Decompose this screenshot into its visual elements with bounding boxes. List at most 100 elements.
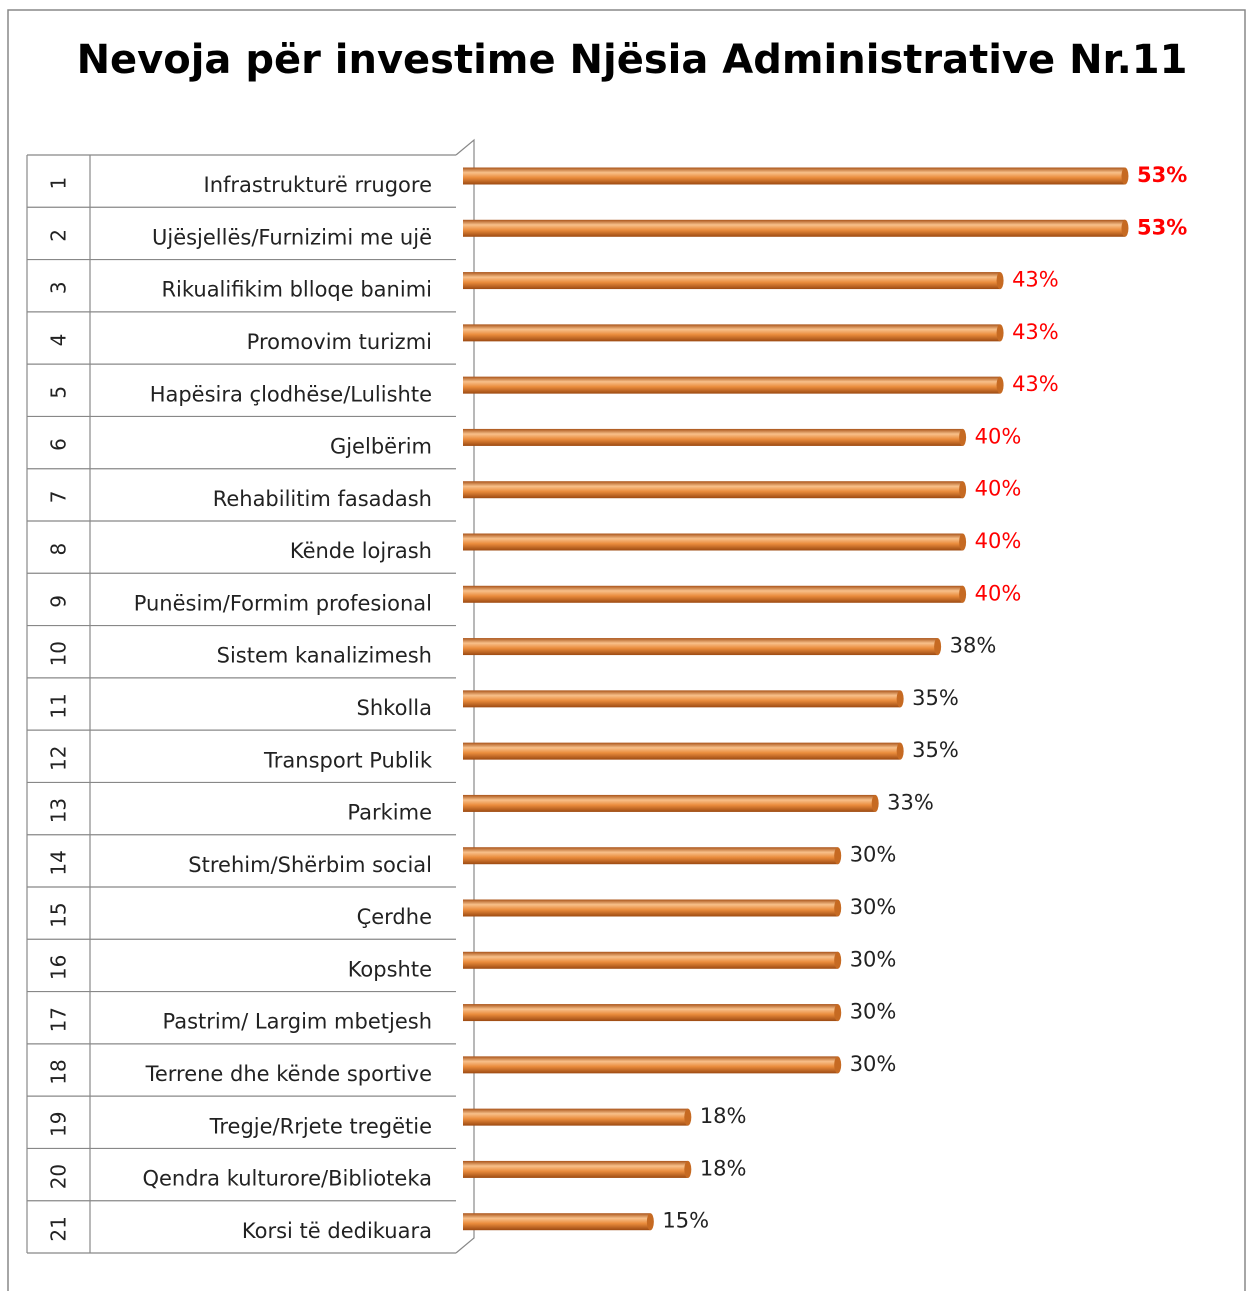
bar-end: [996, 324, 1004, 342]
row-number: 19: [47, 1112, 71, 1137]
row-number: 6: [47, 438, 71, 451]
bar: [463, 794, 876, 812]
value-label: 40%: [975, 424, 1022, 448]
category-label: Shkolla: [357, 696, 432, 720]
row-number: 14: [47, 850, 71, 875]
row-number: 20: [47, 1164, 71, 1189]
bar-end: [834, 1056, 842, 1074]
row-number: 5: [47, 386, 71, 399]
bar-end: [834, 847, 842, 865]
value-label: 53%: [1137, 215, 1187, 239]
value-label: 18%: [700, 1104, 747, 1128]
category-label: Pastrim/ Largim mbetjesh: [162, 1010, 432, 1034]
row-number: 10: [47, 641, 71, 666]
row-number: 9: [47, 595, 71, 608]
bar-end: [684, 1108, 692, 1126]
bar: [463, 428, 963, 446]
bar: [463, 272, 1001, 290]
row-number: 17: [47, 1007, 71, 1032]
value-label: 30%: [850, 1052, 897, 1076]
bar-end: [896, 690, 904, 708]
bar: [463, 899, 838, 917]
bar-end: [834, 951, 842, 969]
bar: [463, 324, 1001, 342]
value-label: 40%: [975, 529, 1022, 553]
category-label: Transport Publik: [263, 748, 433, 772]
category-label: Rikualifikim blloqe banimi: [161, 278, 432, 302]
bar: [463, 1056, 838, 1074]
value-label: 43%: [1012, 268, 1059, 292]
value-label: 43%: [1012, 372, 1059, 396]
value-label: 35%: [912, 686, 959, 710]
bar-end: [1121, 167, 1129, 185]
row-number: 12: [47, 746, 71, 771]
row-number: 21: [47, 1216, 71, 1241]
category-label: Çerdhe: [357, 905, 432, 929]
category-label: Parkime: [347, 801, 432, 825]
row-number: 4: [47, 334, 71, 347]
category-label: Strehim/Shërbim social: [188, 853, 432, 877]
chart-title: Nevoja për investime Njësia Administrati…: [77, 37, 1188, 83]
value-label: 35%: [912, 738, 959, 762]
bar: [463, 167, 1125, 185]
axis-wall: [455, 138, 475, 1254]
category-label: Korsi të dedikuara: [242, 1219, 432, 1243]
bar: [463, 847, 838, 865]
value-label: 30%: [850, 843, 897, 867]
bar-end: [1121, 219, 1129, 237]
row-number: 8: [47, 543, 71, 556]
bar-end: [959, 481, 967, 499]
bar: [463, 585, 963, 603]
category-label: Terrene dhe kënde sportive: [145, 1062, 432, 1086]
category-label: Infrastrukturë rrugore: [204, 173, 432, 197]
bar-end: [934, 638, 942, 656]
bar: [463, 219, 1125, 237]
bar-end: [959, 533, 967, 551]
value-label: 38%: [950, 634, 997, 658]
category-label: Punësim/Formim profesional: [134, 591, 432, 615]
row-number: 15: [47, 902, 71, 927]
value-label: 30%: [850, 947, 897, 971]
category-label: Sistem kanalizimesh: [217, 644, 432, 668]
bar: [463, 951, 838, 969]
bar: [463, 742, 901, 760]
bar-end: [959, 585, 967, 603]
row-number: 7: [47, 490, 71, 503]
bar-end: [834, 899, 842, 917]
value-label: 43%: [1012, 320, 1059, 344]
value-label: 53%: [1137, 163, 1187, 187]
row-number: 2: [47, 229, 71, 242]
frame: [7, 9, 1246, 1291]
row-number: 18: [47, 1059, 71, 1084]
bar: [463, 690, 901, 708]
category-label: Promovim turizmi: [247, 330, 432, 354]
bar: [463, 1213, 651, 1231]
bar-end: [896, 742, 904, 760]
value-label: 15%: [662, 1209, 709, 1233]
bar-end: [959, 428, 967, 446]
bar-end: [871, 794, 879, 812]
value-label: 33%: [887, 790, 934, 814]
bar-end: [684, 1160, 692, 1178]
category-label: Qendra kulturore/Biblioteka: [142, 1167, 432, 1191]
category-label: Hapësira çlodhëse/Lulishte: [150, 382, 432, 406]
value-label: 30%: [850, 895, 897, 919]
row-number: 16: [47, 955, 71, 980]
category-label: Kopshte: [348, 957, 432, 981]
bar: [463, 1108, 688, 1126]
category-label: Tregje/Rrjete tregëtie: [209, 1114, 432, 1138]
category-label: Rehabilitim fasadash: [213, 487, 432, 511]
bar: [463, 638, 938, 656]
row-number: 1: [47, 177, 71, 190]
bar-end: [834, 1004, 842, 1022]
category-label: Kënde lojrash: [290, 539, 432, 563]
bar: [463, 1160, 688, 1178]
bar: [463, 1004, 838, 1022]
value-label: 18%: [700, 1156, 747, 1180]
value-label: 40%: [975, 581, 1022, 605]
bar: [463, 481, 963, 499]
category-label: Ujësjellës/Furnizimi me ujë: [152, 225, 432, 249]
row-number: 11: [47, 693, 71, 718]
value-label: 30%: [850, 1000, 897, 1024]
